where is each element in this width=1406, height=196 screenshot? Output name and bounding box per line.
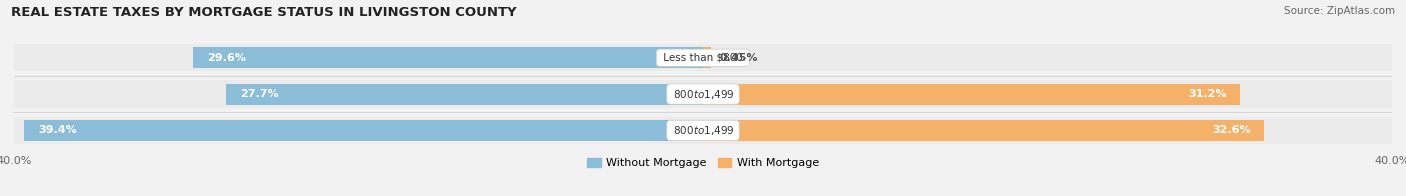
Bar — [193, 47, 703, 68]
Text: 31.2%: 31.2% — [1188, 89, 1226, 99]
Text: 39.4%: 39.4% — [38, 125, 77, 135]
Text: 0.45%: 0.45% — [720, 53, 758, 63]
Bar — [703, 47, 711, 68]
Bar — [14, 44, 1392, 71]
Text: REAL ESTATE TAXES BY MORTGAGE STATUS IN LIVINGSTON COUNTY: REAL ESTATE TAXES BY MORTGAGE STATUS IN … — [11, 6, 517, 19]
Bar — [14, 117, 1392, 144]
Text: Source: ZipAtlas.com: Source: ZipAtlas.com — [1284, 6, 1395, 16]
Bar — [703, 120, 1264, 141]
Text: $800 to $1,499: $800 to $1,499 — [671, 88, 735, 101]
Text: Less than $800: Less than $800 — [659, 53, 747, 63]
Text: $800 to $1,499: $800 to $1,499 — [671, 124, 735, 137]
Text: 32.6%: 32.6% — [1212, 125, 1251, 135]
Text: 27.7%: 27.7% — [239, 89, 278, 99]
Bar — [14, 81, 1392, 108]
Bar — [24, 120, 703, 141]
Bar — [226, 83, 703, 105]
Bar — [703, 83, 1240, 105]
Text: 29.6%: 29.6% — [207, 53, 246, 63]
Legend: Without Mortgage, With Mortgage: Without Mortgage, With Mortgage — [588, 158, 818, 169]
